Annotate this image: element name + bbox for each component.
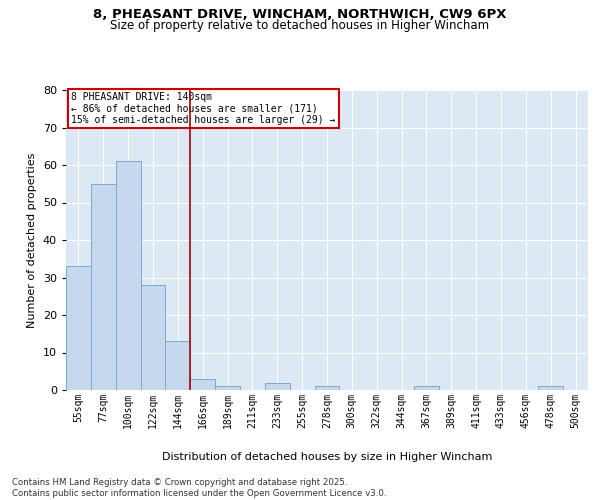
Text: 8, PHEASANT DRIVE, WINCHAM, NORTHWICH, CW9 6PX: 8, PHEASANT DRIVE, WINCHAM, NORTHWICH, C… (93, 8, 507, 20)
Text: Contains HM Land Registry data © Crown copyright and database right 2025.
Contai: Contains HM Land Registry data © Crown c… (12, 478, 386, 498)
Bar (166, 341, 190, 390)
Bar (91, 184, 116, 390)
Bar (215, 386, 240, 390)
Bar (414, 386, 439, 390)
Y-axis label: Number of detached properties: Number of detached properties (27, 152, 37, 328)
Text: Distribution of detached houses by size in Higher Wincham: Distribution of detached houses by size … (162, 452, 492, 462)
Bar (66, 266, 91, 390)
Bar (116, 161, 140, 390)
Bar (190, 379, 215, 390)
Text: 8 PHEASANT DRIVE: 140sqm
← 86% of detached houses are smaller (171)
15% of semi-: 8 PHEASANT DRIVE: 140sqm ← 86% of detach… (71, 92, 335, 124)
Bar (140, 285, 166, 390)
Bar (265, 382, 290, 390)
Text: Size of property relative to detached houses in Higher Wincham: Size of property relative to detached ho… (110, 18, 490, 32)
Bar (538, 386, 563, 390)
Bar (314, 386, 340, 390)
